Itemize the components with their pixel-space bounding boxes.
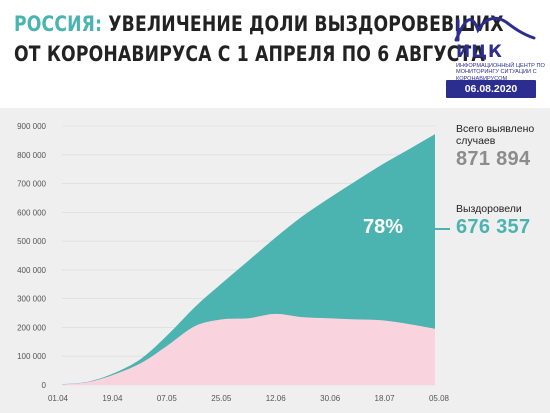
y-axis: 0 100 000 200 000 300 000 400 000 500 000 600 … — [17, 122, 46, 390]
logo-wave-icon — [454, 16, 536, 42]
logo-name: ИЦК — [456, 42, 503, 62]
x-tick-label: 19.04 — [102, 394, 123, 403]
logo-subtitle: Информационный центр по мониторингу ситу… — [456, 63, 545, 82]
x-axis: 01.04 19.04 07.05 25.05 12.06 30.06 18.07 05.08 — [48, 394, 450, 403]
area-recovered — [62, 313, 435, 385]
recovered-value: 676 357 — [456, 216, 531, 238]
x-tick-label: 25.05 — [211, 394, 232, 403]
page-title: РОССИЯ: УВЕЛИЧЕНИЕ ДОЛИ ВЫЗДОРОВЕВШИХ ОТ… — [14, 10, 504, 70]
y-tick-label: 0 — [42, 381, 47, 390]
logo: ИЦК Информационный центр по мониторингу … — [448, 8, 545, 104]
y-tick-label: 600 000 — [17, 208, 46, 217]
title-line2: ОТ КОРОНАВИРУСА С 1 АПРЕЛЯ ПО 6 АВГУСТА — [14, 42, 485, 67]
header: РОССИЯ: УВЕЛИЧЕНИЕ ДОЛИ ВЫЗДОРОВЕВШИХ ОТ… — [0, 0, 550, 108]
y-tick-label: 800 000 — [17, 151, 46, 160]
y-tick-label: 700 000 — [17, 180, 46, 189]
x-tick-label: 01.04 — [48, 394, 69, 403]
total-cases-label: Всего выявлено случаев — [456, 123, 535, 147]
chart-areas — [62, 134, 435, 385]
x-tick-label: 05.08 — [429, 394, 450, 403]
y-tick-label: 900 000 — [17, 122, 46, 131]
recovered-percent: 78% — [363, 216, 404, 238]
title-accent: РОССИЯ: — [14, 12, 103, 37]
recovered-label: Выздоровели — [456, 203, 522, 215]
y-tick-label: 100 000 — [17, 352, 46, 361]
y-tick-label: 300 000 — [17, 295, 46, 304]
x-tick-label: 12.06 — [266, 394, 287, 403]
x-tick-label: 07.05 — [157, 394, 178, 403]
y-tick-label: 200 000 — [17, 323, 46, 332]
total-cases-value: 871 894 — [456, 148, 531, 170]
y-tick-label: 500 000 — [17, 237, 46, 246]
date-badge: 06.08.2020 — [446, 80, 536, 98]
x-tick-label: 30.06 — [320, 394, 341, 403]
y-tick-label: 400 000 — [17, 266, 46, 275]
x-tick-label: 18.07 — [375, 394, 396, 403]
title-line1: УВЕЛИЧЕНИЕ ДОЛИ ВЫЗДОРОВЕВШИХ — [102, 12, 504, 37]
